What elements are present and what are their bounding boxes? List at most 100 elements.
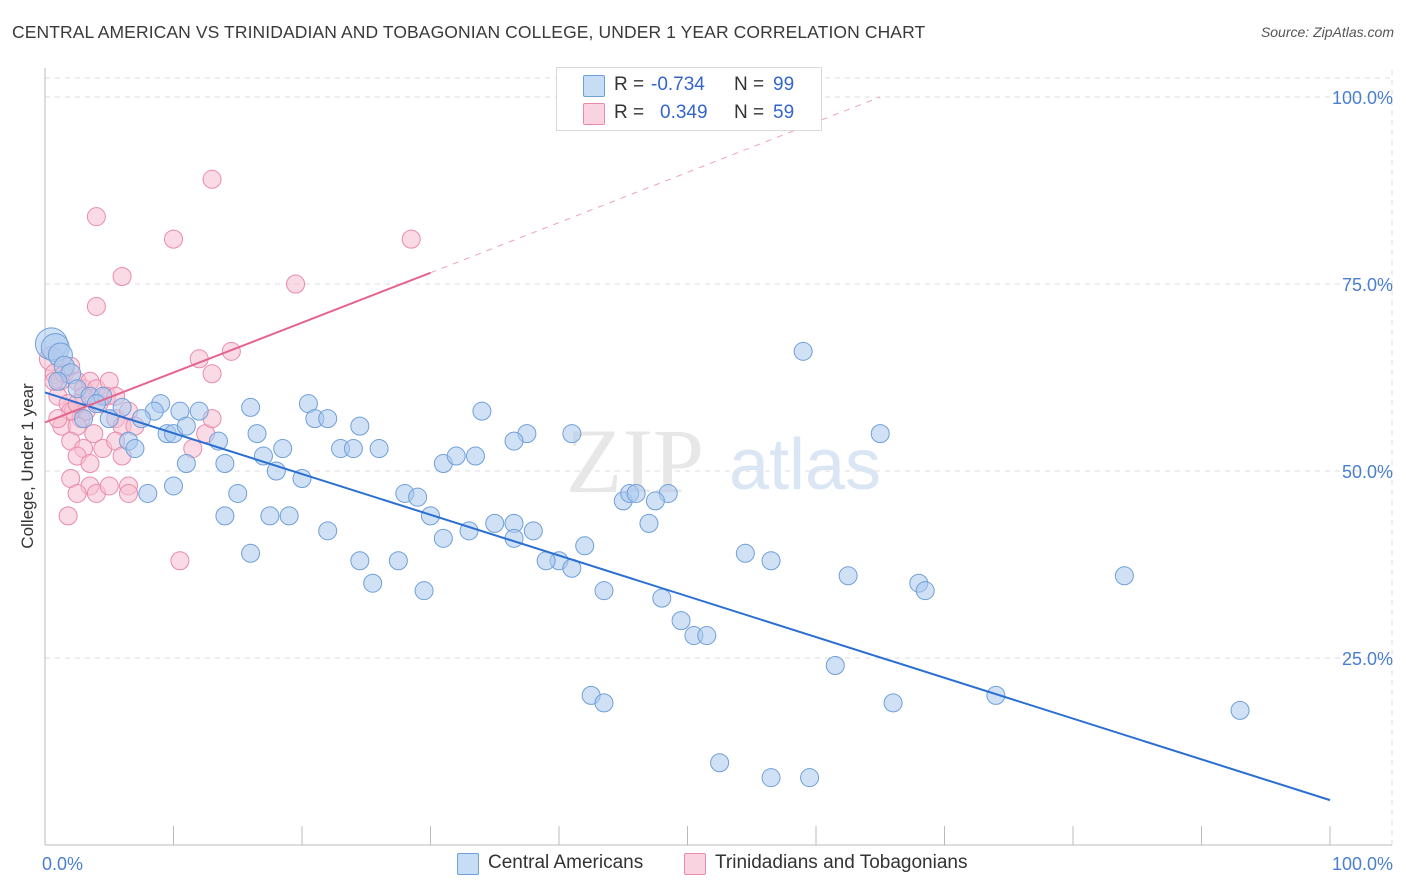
y-axis-label: College, Under 1 year (18, 383, 37, 549)
central-american-point-32 (343, 439, 363, 459)
legend-swatch-blue (583, 75, 605, 97)
central-american-point-48 (228, 483, 248, 503)
central-american-point-74 (626, 483, 646, 503)
central-american-point-89 (915, 581, 935, 601)
correlation-legend: R = -0.734 N = 99 R = 0.349 N = 59 (556, 67, 822, 131)
central-american-point-93 (710, 753, 730, 773)
central-american-point-75 (639, 513, 659, 533)
x-tick-label-100: 100.0% (1332, 854, 1393, 874)
bottom-legend-swatch-pink (684, 853, 706, 875)
central-american-point-56 (350, 551, 370, 571)
central-american-point-84 (735, 543, 755, 563)
trinidadian-point-21 (84, 424, 104, 444)
central-american-point-82 (870, 424, 890, 444)
trinidadian-point-36 (99, 476, 119, 496)
y-tick-label-50: 50.0% (1342, 462, 1393, 482)
trinidadian-point-34 (67, 483, 87, 503)
central-american-point-63 (485, 513, 505, 533)
trinidadian-point-55 (48, 409, 68, 429)
axes (44, 68, 1392, 846)
central-american-point-71 (594, 581, 614, 601)
central-american-point-83 (645, 491, 665, 511)
watermark-atlas: atlas (729, 425, 881, 505)
central-american-point-58 (388, 551, 408, 571)
central-american-point-95 (800, 768, 820, 788)
central-american-point-70 (575, 536, 595, 556)
trinidadian-point-39 (170, 551, 190, 571)
bottom-legend-label-pink: Trinidadians and Tobagonians (715, 852, 968, 873)
legend-r-value-2: 0.349 (660, 102, 708, 123)
central-american-point-23 (273, 439, 293, 459)
central-american-point-90 (986, 685, 1006, 705)
central-american-point-53 (260, 506, 280, 526)
central-american-point-87 (825, 655, 845, 675)
central-american-point-43 (350, 416, 370, 436)
central-american-point-14 (189, 401, 209, 421)
trinidadian-point-51 (202, 169, 222, 189)
legend-r-label-2: R = (614, 102, 645, 123)
central-american-point-29 (176, 454, 196, 474)
series-central-americans-points (34, 327, 1250, 788)
central-american-point-37 (446, 446, 466, 466)
legend-n-label-1: N = (734, 74, 765, 95)
central-american-point-19 (131, 409, 151, 429)
central-american-point-94 (761, 768, 781, 788)
central-american-point-17 (74, 409, 94, 429)
trend-line-trinidadians (44, 271, 431, 424)
central-american-point-98 (1230, 700, 1250, 720)
y-tick-label-25: 25.0% (1342, 649, 1393, 669)
central-american-point-78 (671, 611, 691, 631)
central-american-point-60 (433, 528, 453, 548)
central-american-point-65 (523, 521, 543, 541)
central-american-point-40 (562, 424, 582, 444)
legend-r-label-1: R = (614, 74, 645, 95)
trinidadian-point-53 (401, 229, 421, 249)
trend-line-trinidadians-extension (430, 96, 881, 274)
central-american-point-38 (465, 446, 485, 466)
central-american-point-85 (761, 551, 781, 571)
central-american-point-92 (594, 693, 614, 713)
trinidadian-point-29 (80, 454, 100, 474)
y-tick-label-100: 100.0% (1332, 88, 1393, 108)
source-label: Source: ZipAtlas.com (1260, 24, 1394, 40)
legend-swatch-pink (583, 103, 605, 125)
trinidadian-point-52 (286, 274, 306, 294)
central-american-point-42 (504, 431, 524, 451)
trinidadian-point-48 (112, 267, 132, 287)
legend-n-label-2: N = (734, 102, 765, 123)
central-american-point-80 (697, 626, 717, 646)
y-tick-label-75: 75.0% (1342, 275, 1393, 295)
central-american-point-44 (176, 416, 196, 436)
central-american-point-81 (793, 341, 813, 361)
central-american-point-57 (363, 573, 383, 593)
chart-title: CENTRAL AMERICAN VS TRINIDADIAN AND TOBA… (12, 22, 926, 42)
central-american-point-52 (241, 543, 261, 563)
trend-line-central-americans (44, 391, 1331, 802)
central-american-point-61 (421, 506, 440, 526)
tick-labels: 25.0% 50.0% 75.0% 100.0% 0.0% 100.0% (42, 88, 1393, 874)
trinidadian-point-38 (58, 506, 78, 526)
trinidadian-point-49 (86, 207, 106, 227)
central-american-point-5 (48, 371, 68, 391)
trinidadian-point-47 (86, 296, 106, 316)
legend-n-value-1: 99 (773, 74, 795, 95)
legend-r-value-1: -0.734 (651, 74, 705, 95)
legend-n-value-2: 59 (773, 102, 795, 123)
trend-lines (44, 96, 1331, 802)
trinidadian-point-37 (119, 483, 139, 503)
central-american-point-77 (652, 588, 672, 608)
trinidadian-point-44 (202, 364, 222, 384)
central-american-point-96 (883, 693, 903, 713)
central-american-point-97 (1114, 566, 1134, 586)
central-american-point-51 (215, 506, 235, 526)
trinidadian-point-50 (164, 229, 183, 249)
central-american-point-28 (215, 454, 235, 474)
bottom-legend-swatch-blue (457, 853, 479, 875)
watermark: ZIP atlas (566, 410, 881, 512)
central-american-point-50 (138, 483, 158, 503)
bottom-legend-label-blue: Central Americans (488, 852, 644, 873)
central-american-point-41 (472, 401, 492, 421)
central-american-point-22 (247, 424, 267, 444)
trinidadian-point-45 (221, 341, 241, 361)
